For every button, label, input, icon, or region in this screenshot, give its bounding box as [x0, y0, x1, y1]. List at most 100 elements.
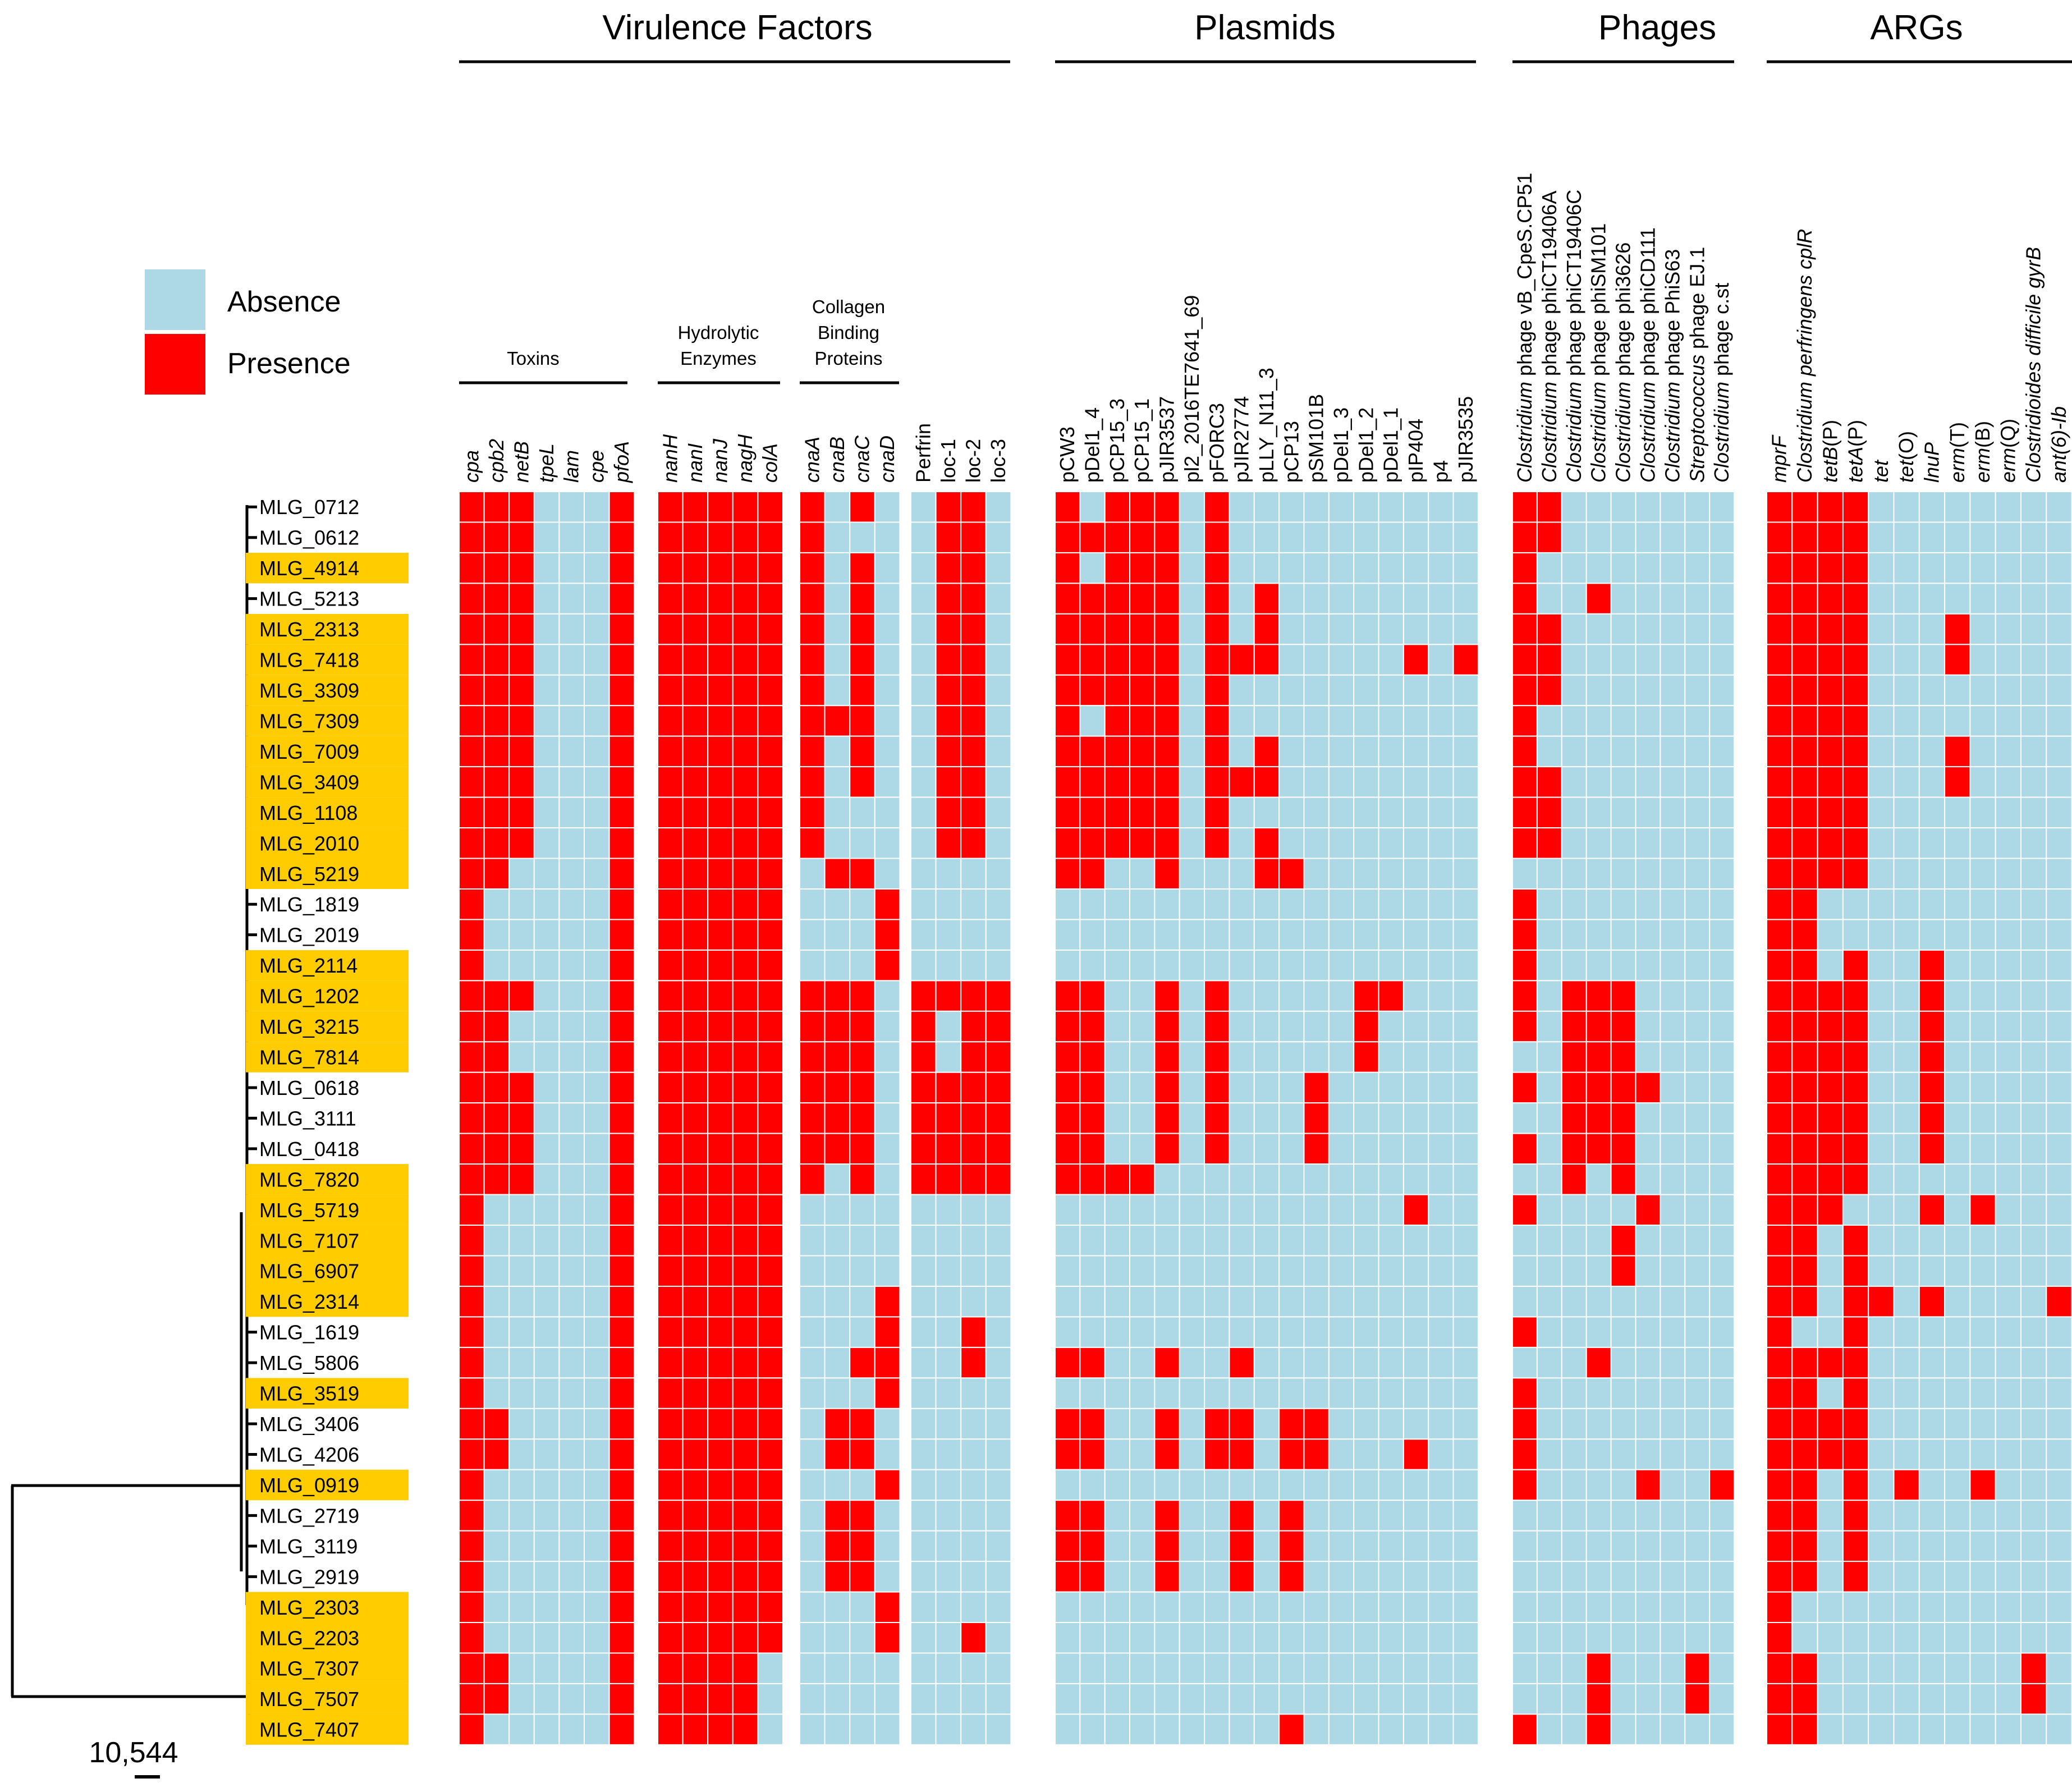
heatmap-cell-mlg-1619-b6-c6	[1918, 1316, 1946, 1348]
heatmap-cell-mlg-3406-b6-c10	[2020, 1408, 2047, 1440]
heatmap-cell-mlg-3519-b0-c5	[584, 1377, 610, 1409]
heatmap-cell-mlg-2010-b6-c10	[2020, 827, 2047, 859]
heatmap-cell-mlg-3519-b4-c11	[1328, 1377, 1355, 1409]
heatmap-cell-mlg-2019-b4-c8	[1253, 919, 1280, 951]
heatmap-cell-mlg-4206-b6-c8	[1969, 1438, 1996, 1470]
heatmap-cell-mlg-4206-b4-c1	[1079, 1438, 1106, 1470]
column-label-b6-c2: tetB(P)	[1818, 420, 1841, 483]
heatmap-cell-mlg-0612-b4-c6	[1204, 521, 1230, 553]
column-label-part-b4-c14-0: pIP404	[1404, 419, 1427, 483]
heatmap-cell-mlg-3111-b4-c5	[1179, 1102, 1205, 1134]
heatmap-cell-mlg-0418-b4-c7	[1228, 1133, 1255, 1165]
heatmap-cell-mlg-5213-b0-c0	[459, 583, 485, 615]
heatmap-cell-mlg-2114-b4-c6	[1204, 949, 1230, 982]
heatmap-cell-mlg-5719-b3-c3	[985, 1194, 1012, 1226]
heatmap-cell-mlg-7820-b4-c10	[1303, 1163, 1330, 1195]
heatmap-cell-mlg-2203-b4-c13	[1378, 1622, 1404, 1654]
row-label-mlg-2303: MLG_2303	[259, 1596, 359, 1619]
heatmap-cell-mlg-5719-b3-c2	[960, 1194, 987, 1226]
heatmap-cell-mlg-3309-b3-c2	[960, 674, 987, 707]
heatmap-cell-mlg-0712-b6-c0	[1766, 491, 1793, 523]
heatmap-cell-mlg-3406-b5-c6	[1660, 1408, 1686, 1440]
heatmap-cell-mlg-1619-b6-c0	[1766, 1316, 1793, 1348]
heatmap-cell-mlg-1819-b4-c7	[1228, 888, 1255, 920]
heatmap-cell-mlg-7009-b0-c1	[483, 735, 510, 768]
column-label-b4-c16: pJIR3535	[1454, 396, 1477, 483]
heatmap-cell-mlg-5213-b6-c11	[2046, 583, 2072, 615]
heatmap-cell-mlg-1619-b5-c8	[1709, 1316, 1735, 1348]
heatmap-cell-mlg-2114-b6-c9	[1995, 949, 2021, 982]
heatmap-cell-mlg-0712-b6-c8	[1969, 491, 1996, 523]
heatmap-cell-mlg-2010-b3-c1	[935, 827, 962, 859]
heatmap-cell-mlg-7814-b5-c8	[1709, 1041, 1735, 1073]
heatmap-cell-mlg-4206-b4-c4	[1154, 1438, 1180, 1470]
column-label-part-b6-c9-0: erm	[1996, 448, 2019, 483]
heatmap-cell-mlg-1202-b6-c0	[1766, 980, 1793, 1012]
heatmap-cell-mlg-3111-b4-c12	[1353, 1102, 1379, 1134]
heatmap-cell-mlg-0919-b5-c8	[1709, 1469, 1735, 1501]
heatmap-cell-mlg-2919-b5-c6	[1660, 1561, 1686, 1593]
row-label-mlg-2019: MLG_2019	[259, 924, 359, 947]
heatmap-cell-mlg-3215-b4-c6	[1204, 1010, 1230, 1043]
heatmap-cell-mlg-7814-b6-c10	[2020, 1041, 2047, 1073]
heatmap-cell-mlg-0712-b4-c6	[1204, 491, 1230, 523]
heatmap-cell-mlg-7307-b6-c0	[1766, 1652, 1793, 1684]
heatmap-cell-mlg-3111-b5-c0	[1512, 1102, 1538, 1134]
column-label-b4-c10: pSM101B	[1305, 394, 1328, 483]
heatmap-cell-mlg-5219-b6-c10	[2020, 858, 2047, 890]
heatmap-cell-mlg-2203-b1-c3	[732, 1622, 759, 1654]
header-layer: Virulence Factors Plasmids Phages ARGs T…	[459, 8, 2072, 384]
heatmap-cell-mlg-0618-b1-c0	[657, 1071, 684, 1104]
heatmap-cell-mlg-0712-b4-c10	[1303, 491, 1330, 523]
heatmap-cell-mlg-2314-b4-c0	[1055, 1285, 1081, 1318]
heatmap-cell-mlg-5213-b0-c3	[533, 583, 560, 615]
heatmap-cell-mlg-5806-b4-c6	[1204, 1346, 1230, 1379]
heatmap-cell-mlg-3111-b3-c2	[960, 1102, 987, 1134]
heatmap-cell-mlg-2010-b4-c5	[1179, 827, 1205, 859]
heatmap-cell-mlg-1202-b5-c0	[1512, 980, 1538, 1012]
heatmap-cell-mlg-1108-b6-c4	[1868, 796, 1895, 829]
heatmap-cell-mlg-4914-b1-c2	[707, 552, 734, 584]
heatmap-cell-mlg-0618-b6-c9	[1995, 1071, 2021, 1104]
heatmap-cell-mlg-2114-b6-c4	[1868, 949, 1895, 982]
heatmap-cell-mlg-0618-b5-c5	[1635, 1071, 1661, 1104]
heatmap-cell-mlg-0919-b1-c1	[682, 1469, 709, 1501]
heatmap-cell-mlg-3215-b6-c8	[1969, 1010, 1996, 1043]
heatmap-cell-mlg-1108-b4-c6	[1204, 796, 1230, 829]
heatmap-cell-mlg-1202-b4-c16	[1452, 980, 1479, 1012]
column-label-part-b0-c5-0: cpe	[585, 450, 608, 483]
heatmap-cell-mlg-3519-b5-c1	[1536, 1377, 1562, 1409]
heatmap-cell-mlg-7309-b5-c5	[1635, 705, 1661, 737]
heatmap-cell-mlg-0919-b4-c10	[1303, 1469, 1330, 1501]
heatmap-cell-mlg-2114-b4-c0	[1055, 949, 1081, 982]
heatmap-cell-mlg-2919-b4-c12	[1353, 1561, 1379, 1593]
heatmap-cell-mlg-5219-b5-c6	[1660, 858, 1686, 890]
heatmap-cell-mlg-2314-b4-c7	[1228, 1285, 1255, 1318]
heatmap-cell-mlg-0712-b6-c3	[1842, 491, 1869, 523]
heatmap-cell-mlg-2114-b5-c8	[1709, 949, 1735, 982]
heatmap-cell-mlg-2919-b2-c2	[849, 1561, 875, 1593]
row-label-mlg-5719: MLG_5719	[259, 1199, 359, 1222]
heatmap-cell-mlg-7009-b1-c0	[657, 735, 684, 768]
heatmap-cell-mlg-3111-b4-c10	[1303, 1102, 1330, 1134]
heatmap-cell-mlg-3406-b4-c16	[1452, 1408, 1479, 1440]
heatmap-cell-mlg-7820-b4-c0	[1055, 1163, 1081, 1195]
heatmap-cell-mlg-2114-b2-c1	[824, 949, 851, 982]
heatmap-cell-mlg-3119-b4-c3	[1129, 1530, 1156, 1562]
heatmap-cell-mlg-7820-b0-c2	[508, 1163, 535, 1195]
heatmap-cell-mlg-7407-b1-c3	[732, 1713, 759, 1745]
heatmap-cell-mlg-7820-b4-c11	[1328, 1163, 1355, 1195]
heatmap-cell-mlg-7309-b5-c0	[1512, 705, 1538, 737]
heatmap-cell-mlg-7107-b4-c0	[1055, 1225, 1081, 1257]
heatmap-cell-mlg-1202-b5-c4	[1610, 980, 1636, 1012]
heatmap-cell-mlg-7309-b4-c2	[1104, 705, 1131, 737]
heatmap-cell-mlg-3111-b6-c8	[1969, 1102, 1996, 1134]
column-label-b6-c1: Clostridium perfringens cplR	[1793, 229, 1816, 483]
subgroup-label-collagen: Collagen	[812, 296, 885, 317]
heatmap-cell-mlg-6907-b4-c11	[1328, 1255, 1355, 1287]
heatmap-cell-mlg-1202-b0-c6	[608, 980, 635, 1012]
heatmap-cell-mlg-5719-b4-c3	[1129, 1194, 1156, 1226]
heatmap-cell-mlg-2919-b6-c5	[1893, 1561, 1920, 1593]
heatmap-cell-mlg-4206-b4-c8	[1253, 1438, 1280, 1470]
heatmap-cell-mlg-2314-b6-c1	[1791, 1285, 1818, 1318]
